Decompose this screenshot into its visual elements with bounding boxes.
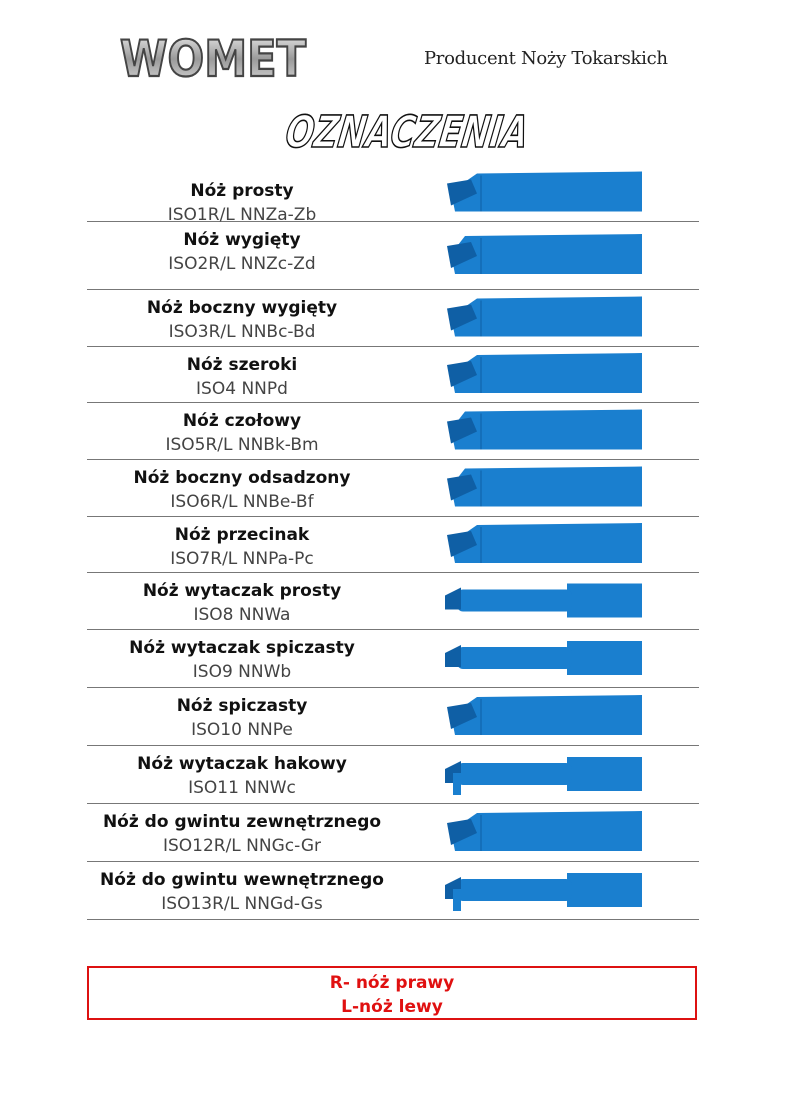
tool-row: Nóż wytaczak hakowy ISO11 NNWc — [87, 746, 699, 804]
tool-name: Nóż do gwintu wewnętrznego — [100, 870, 384, 890]
tool-row: Nóż czołowy ISO5R/L NNBk-Bm — [87, 403, 699, 460]
tool-code: ISO11 NNWc — [188, 778, 296, 798]
tool-image — [447, 296, 642, 337]
tool-text: Nóż przecinak ISO7R/L NNPa-Pc — [87, 523, 397, 571]
tool-image — [447, 409, 642, 450]
svg-text:WOMET: WOMET — [120, 30, 306, 83]
tool-text: Nóż wytaczak hakowy ISO11 NNWc — [87, 752, 397, 800]
tool-image — [445, 873, 642, 911]
tool-row: Nóż boczny odsadzony ISO6R/L NNBe-Bf — [87, 460, 699, 517]
tool-name: Nóż szeroki — [186, 355, 298, 375]
tool-image — [447, 811, 642, 851]
legend-right: R- nóż prawy — [329, 973, 455, 993]
tool-row: Nóż szeroki ISO4 NNPd — [87, 347, 699, 403]
tool-name: Nóż boczny wygięty — [146, 298, 338, 318]
page-title: OZNACZENIA — [282, 106, 530, 153]
tool-text: Nóż szeroki ISO4 NNPd — [87, 353, 397, 401]
womet-logo: WOMET — [119, 29, 307, 83]
svg-text:OZNACZENIA: OZNACZENIA — [283, 107, 530, 153]
tool-code: ISO2R/L NNZc-Zd — [168, 254, 316, 274]
tool-name: Nóż przecinak — [174, 525, 310, 545]
tool-name: Nóż do gwintu zewnętrznego — [102, 812, 382, 832]
tool-image — [447, 523, 642, 563]
tool-text: Nóż wytaczak prosty ISO8 NNWa — [87, 579, 397, 627]
tool-text: Nóż do gwintu wewnętrznego ISO13R/L NNGd… — [87, 868, 397, 916]
tool-text: Nóż do gwintu zewnętrznego ISO12R/L NNGc… — [87, 810, 397, 858]
tool-row: Nóż wytaczak spiczasty ISO9 NNWb — [87, 630, 699, 688]
tool-row: Nóż przecinak ISO7R/L NNPa-Pc — [87, 517, 699, 573]
tool-image — [445, 757, 642, 795]
tool-row: Nóż do gwintu wewnętrznego ISO13R/L NNGd… — [87, 862, 699, 920]
tool-row: Nóż spiczasty ISO10 NNPe — [87, 688, 699, 746]
tool-code: ISO1R/L NNZa-Zb — [167, 205, 317, 225]
tool-text: Nóż spiczasty ISO10 NNPe — [87, 694, 397, 742]
tool-row: Nóż wygięty ISO2R/L NNZc-Zd — [87, 222, 699, 290]
tool-name: Nóż czołowy — [182, 411, 302, 431]
legend-box: R- nóż prawy L-nóż lewy — [87, 966, 697, 1020]
tool-name: Nóż prosty — [190, 181, 294, 201]
tool-code: ISO9 NNWb — [192, 662, 292, 682]
tool-name: Nóż wytaczak prosty — [142, 581, 342, 601]
tool-row: Nóż prosty ISO1R/L NNZa-Zb — [87, 165, 699, 225]
tool-row: Nóż do gwintu zewnętrznego ISO12R/L NNGc… — [87, 804, 699, 862]
tool-text: Nóż czołowy ISO5R/L NNBk-Bm — [87, 409, 397, 457]
tool-code: ISO8 NNWa — [193, 605, 291, 625]
tool-name: Nóż spiczasty — [176, 696, 308, 716]
tool-row: Nóż boczny wygięty ISO3R/L NNBc-Bd — [87, 290, 699, 347]
tool-code: ISO12R/L NNGc-Gr — [162, 836, 322, 856]
tool-name: Nóż wytaczak spiczasty — [129, 638, 355, 658]
tool-image — [447, 171, 642, 212]
tool-name: Nóż wytaczak hakowy — [137, 754, 347, 774]
tool-text: Nóż boczny odsadzony ISO6R/L NNBe-Bf — [87, 466, 397, 514]
tool-code: ISO5R/L NNBk-Bm — [165, 435, 319, 455]
tool-text: Nóż boczny wygięty ISO3R/L NNBc-Bd — [87, 296, 397, 344]
tool-text: Nóż wygięty ISO2R/L NNZc-Zd — [87, 228, 397, 276]
tool-image — [447, 234, 642, 274]
tool-image — [445, 641, 642, 675]
legend-left: L-nóż lewy — [341, 997, 443, 1017]
tool-text: Nóż wytaczak spiczasty ISO9 NNWb — [87, 636, 397, 684]
tool-code: ISO10 NNPe — [191, 720, 293, 740]
tagline: Producent Noży Tokarskich — [424, 48, 668, 69]
tool-code: ISO7R/L NNPa-Pc — [170, 549, 314, 569]
tool-code: ISO6R/L NNBe-Bf — [170, 492, 314, 512]
tool-code: ISO3R/L NNBc-Bd — [168, 322, 316, 342]
tool-image — [447, 353, 642, 393]
tool-image — [447, 466, 642, 507]
tool-text: Nóż prosty ISO1R/L NNZa-Zb — [87, 179, 397, 227]
tool-image — [447, 695, 642, 735]
tool-code: ISO13R/L NNGd-Gs — [161, 894, 323, 914]
tool-image — [445, 583, 642, 618]
tool-name: Nóż boczny odsadzony — [133, 468, 351, 488]
tool-name: Nóż wygięty — [183, 230, 301, 250]
tool-code: ISO4 NNPd — [196, 379, 288, 399]
tool-row: Nóż wytaczak prosty ISO8 NNWa — [87, 573, 699, 630]
